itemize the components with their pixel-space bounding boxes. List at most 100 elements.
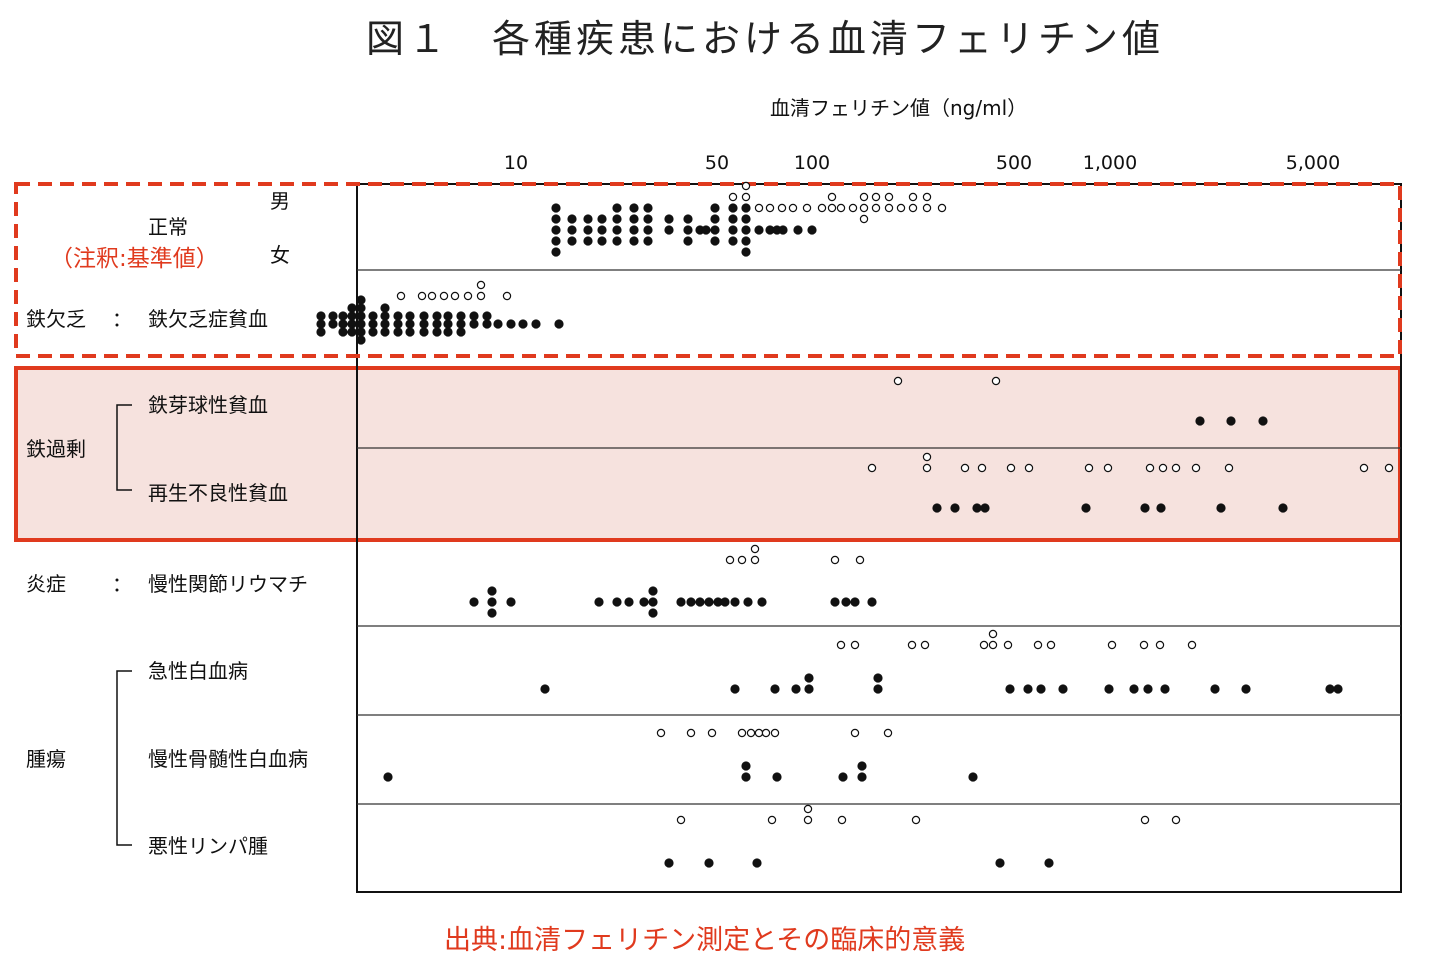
data-point-open [1107,640,1117,650]
data-point-filled [487,608,497,618]
data-point-filled [741,214,751,224]
data-point-open [1171,463,1181,473]
data-point-open [922,452,932,462]
data-point-open [427,291,437,301]
data-point-open [883,728,893,738]
data-point-open [1171,815,1181,825]
data-point-filled [432,319,442,329]
row-label-male: 男 [270,189,290,213]
data-point-filled [338,319,348,329]
row-label-chronic-myeloid-leukemia: 慢性骨髄性白血病 [148,747,308,771]
data-point-open [960,463,970,473]
data-point-filled [741,247,751,257]
data-point-filled [741,225,751,235]
data-point-filled [1241,684,1251,694]
data-point-filled [347,311,357,321]
data-point-filled [830,597,840,607]
data-point-filled [643,203,653,213]
data-point-open [884,203,894,213]
data-point-filled [743,597,753,607]
data-point-filled [551,214,561,224]
data-point-filled [456,319,466,329]
data-point-open [855,555,865,565]
data-point-filled [347,319,357,329]
data-point-filled [629,225,639,235]
data-point-filled [1156,503,1166,513]
data-point-filled [1143,684,1153,694]
data-point-filled [664,225,674,235]
row-label-rheumatoid-arthritis: 慢性関節リウマチ [148,572,308,596]
data-point-open [1003,640,1013,650]
data-point-filled [612,203,622,213]
data-point-open [871,203,881,213]
data-point-open [1033,640,1043,650]
data-point-filled [612,597,622,607]
data-point-filled [980,503,990,513]
data-point-filled [1023,684,1033,694]
iron-overload-highlight-box [14,366,1402,542]
data-point-open [979,640,989,650]
data-point-filled [1058,684,1068,694]
data-point-filled [356,319,366,329]
data-point-filled [551,203,561,213]
data-point-open [859,203,869,213]
x-tick-label: 1,000 [1083,152,1137,174]
data-point-filled [995,858,1005,868]
data-point-open [1140,815,1150,825]
data-point-open [502,291,512,301]
data-point-open [850,728,860,738]
data-point-filled [551,236,561,246]
data-point-filled [1081,503,1091,513]
data-point-filled [482,311,492,321]
data-point-open [476,291,486,301]
data-point-filled [380,311,390,321]
data-point-filled [419,311,429,321]
data-point-filled [487,597,497,607]
data-point-filled [405,327,415,337]
data-point-filled [368,319,378,329]
data-point-open [802,203,812,213]
data-point-open [827,192,837,202]
category-label-tumor: 腫瘍 [26,747,66,771]
data-point-filled [643,214,653,224]
data-point-open [439,291,449,301]
data-point-open [911,815,921,825]
data-point-filled [728,225,738,235]
data-point-open [803,815,813,825]
data-point-filled [704,858,714,868]
data-point-open [417,291,427,301]
data-point-filled [772,772,782,782]
data-point-open [896,203,906,213]
data-point-filled [683,236,693,246]
data-point-filled [728,236,738,246]
data-point-open [476,280,486,290]
data-point-filled [741,761,751,771]
data-point-open [765,203,775,213]
data-point-filled [950,503,960,513]
data-point-filled [1226,416,1236,426]
data-point-open [830,555,840,565]
data-point-open [884,192,894,202]
data-point-filled [770,684,780,694]
data-point-filled [405,311,415,321]
data-point-filled [419,327,429,337]
data-point-filled [629,214,639,224]
data-point-open [1024,463,1034,473]
data-point-filled [695,597,705,607]
data-point-filled [518,319,528,329]
data-point-filled [328,311,338,321]
data-point-filled [583,225,593,235]
data-point-filled [807,225,817,235]
data-point-open [837,815,847,825]
x-axis-title: 血清フェリチン値（ng/ml） [770,96,1028,120]
data-point-filled [778,225,788,235]
category-label-inflammation: 炎症 [26,572,66,596]
data-point-filled [710,203,720,213]
data-point-open [867,463,877,473]
source-note: 出典:血清フェリチン測定とその臨床的意義 [444,925,966,956]
data-point-filled [629,203,639,213]
data-point-filled [643,225,653,235]
data-point-filled [443,319,453,329]
data-point-filled [567,236,577,246]
data-point-filled [583,236,593,246]
